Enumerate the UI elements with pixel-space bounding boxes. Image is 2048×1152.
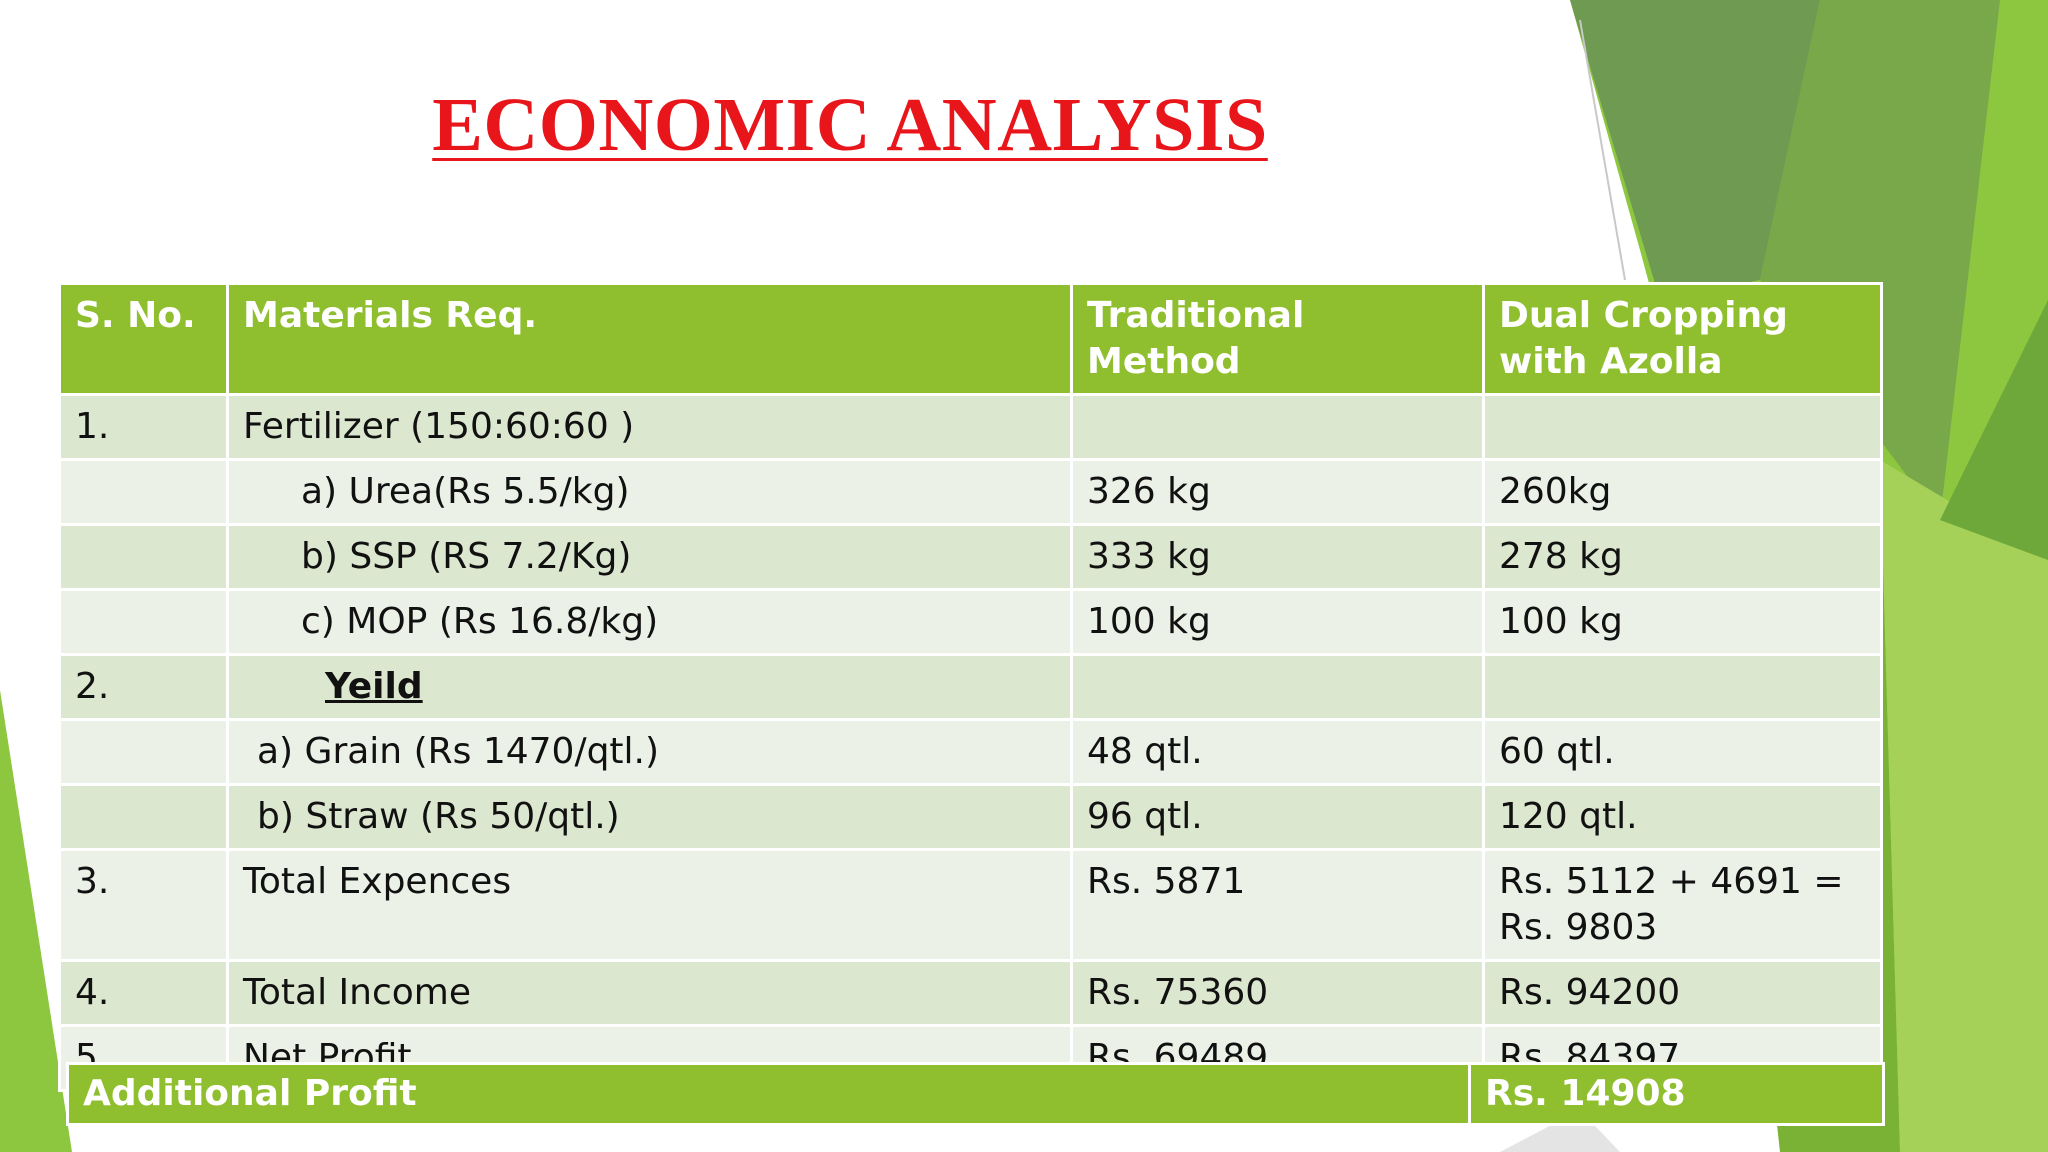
cell-sno bbox=[58, 783, 229, 851]
cell-dual: 260kg bbox=[1482, 458, 1883, 526]
cell-dual: Rs. 5112 + 4691 = Rs. 9803 bbox=[1482, 848, 1883, 962]
cell-sno bbox=[58, 458, 229, 526]
cell-material: c) MOP (Rs 16.8/kg) bbox=[226, 588, 1073, 656]
cell-sno bbox=[58, 718, 229, 786]
table-row: b) SSP (RS 7.2/Kg) 333 kg 278 kg bbox=[58, 523, 1883, 591]
cell-sno: 2. bbox=[58, 653, 229, 721]
table-row: b) Straw (Rs 50/qtl.) 96 qtl. 120 qtl. bbox=[58, 783, 1883, 851]
additional-profit-table: Additional Profit Rs. 14908 bbox=[66, 1062, 1885, 1126]
cell-dual: 100 kg bbox=[1482, 588, 1883, 656]
additional-profit-value: Rs. 14908 bbox=[1468, 1062, 1885, 1126]
cell-material: b) SSP (RS 7.2/Kg) bbox=[226, 523, 1073, 591]
cell-dual bbox=[1482, 393, 1883, 461]
cell-material: Total Expences bbox=[226, 848, 1073, 962]
cell-dual: 278 kg bbox=[1482, 523, 1883, 591]
header-dual-cropping: Dual Cropping with Azolla bbox=[1482, 282, 1883, 396]
cell-material: b) Straw (Rs 50/qtl.) bbox=[226, 783, 1073, 851]
header-sno: S. No. bbox=[58, 282, 229, 396]
table-row: 4. Total Income Rs. 75360 Rs. 94200 bbox=[58, 959, 1883, 1027]
cell-sno bbox=[58, 588, 229, 656]
cell-dual-line1: Rs. 5112 + 4691 = bbox=[1499, 861, 1844, 902]
header-materials: Materials Req. bbox=[226, 282, 1073, 396]
cell-traditional: 100 kg bbox=[1070, 588, 1485, 656]
cell-material: a) Grain (Rs 1470/qtl.) bbox=[226, 718, 1073, 786]
economic-analysis-table: S. No. Materials Req. Traditional Method… bbox=[58, 282, 1883, 1092]
additional-profit-row: Additional Profit Rs. 14908 bbox=[66, 1062, 1885, 1126]
table-header-row: S. No. Materials Req. Traditional Method… bbox=[58, 282, 1883, 396]
cell-traditional: Rs. 5871 bbox=[1070, 848, 1485, 962]
header-traditional: Traditional Method bbox=[1070, 282, 1485, 396]
cell-sno: 3. bbox=[58, 848, 229, 962]
cell-dual: 120 qtl. bbox=[1482, 783, 1883, 851]
cell-sno bbox=[58, 523, 229, 591]
cell-material: a) Urea(Rs 5.5/kg) bbox=[226, 458, 1073, 526]
cell-traditional: 333 kg bbox=[1070, 523, 1485, 591]
table-row: 3. Total Expences Rs. 5871 Rs. 5112 + 46… bbox=[58, 848, 1883, 962]
table-row: c) MOP (Rs 16.8/kg) 100 kg 100 kg bbox=[58, 588, 1883, 656]
yield-heading: Yeild bbox=[325, 666, 423, 707]
additional-profit-label: Additional Profit bbox=[66, 1062, 1471, 1126]
cell-sno: 1. bbox=[58, 393, 229, 461]
cell-dual-line2: Rs. 9803 bbox=[1499, 907, 1658, 948]
cell-sno: 4. bbox=[58, 959, 229, 1027]
cell-traditional: 96 qtl. bbox=[1070, 783, 1485, 851]
cell-material: Fertilizer (150:60:60 ) bbox=[226, 393, 1073, 461]
cell-traditional: Rs. 75360 bbox=[1070, 959, 1485, 1027]
cell-traditional bbox=[1070, 653, 1485, 721]
cell-material: Total Income bbox=[226, 959, 1073, 1027]
table-row: a) Grain (Rs 1470/qtl.) 48 qtl. 60 qtl. bbox=[58, 718, 1883, 786]
cell-traditional: 326 kg bbox=[1070, 458, 1485, 526]
cell-traditional: 48 qtl. bbox=[1070, 718, 1485, 786]
table-row: a) Urea(Rs 5.5/kg) 326 kg 260kg bbox=[58, 458, 1883, 526]
table-row: 1. Fertilizer (150:60:60 ) bbox=[58, 393, 1883, 461]
slide-title: ECONOMIC ANALYSIS bbox=[432, 83, 1268, 167]
cell-dual bbox=[1482, 653, 1883, 721]
table-row: 2. Yeild bbox=[58, 653, 1883, 721]
cell-dual: 60 qtl. bbox=[1482, 718, 1883, 786]
cell-dual: Rs. 94200 bbox=[1482, 959, 1883, 1027]
cell-traditional bbox=[1070, 393, 1485, 461]
cell-material: Yeild bbox=[226, 653, 1073, 721]
